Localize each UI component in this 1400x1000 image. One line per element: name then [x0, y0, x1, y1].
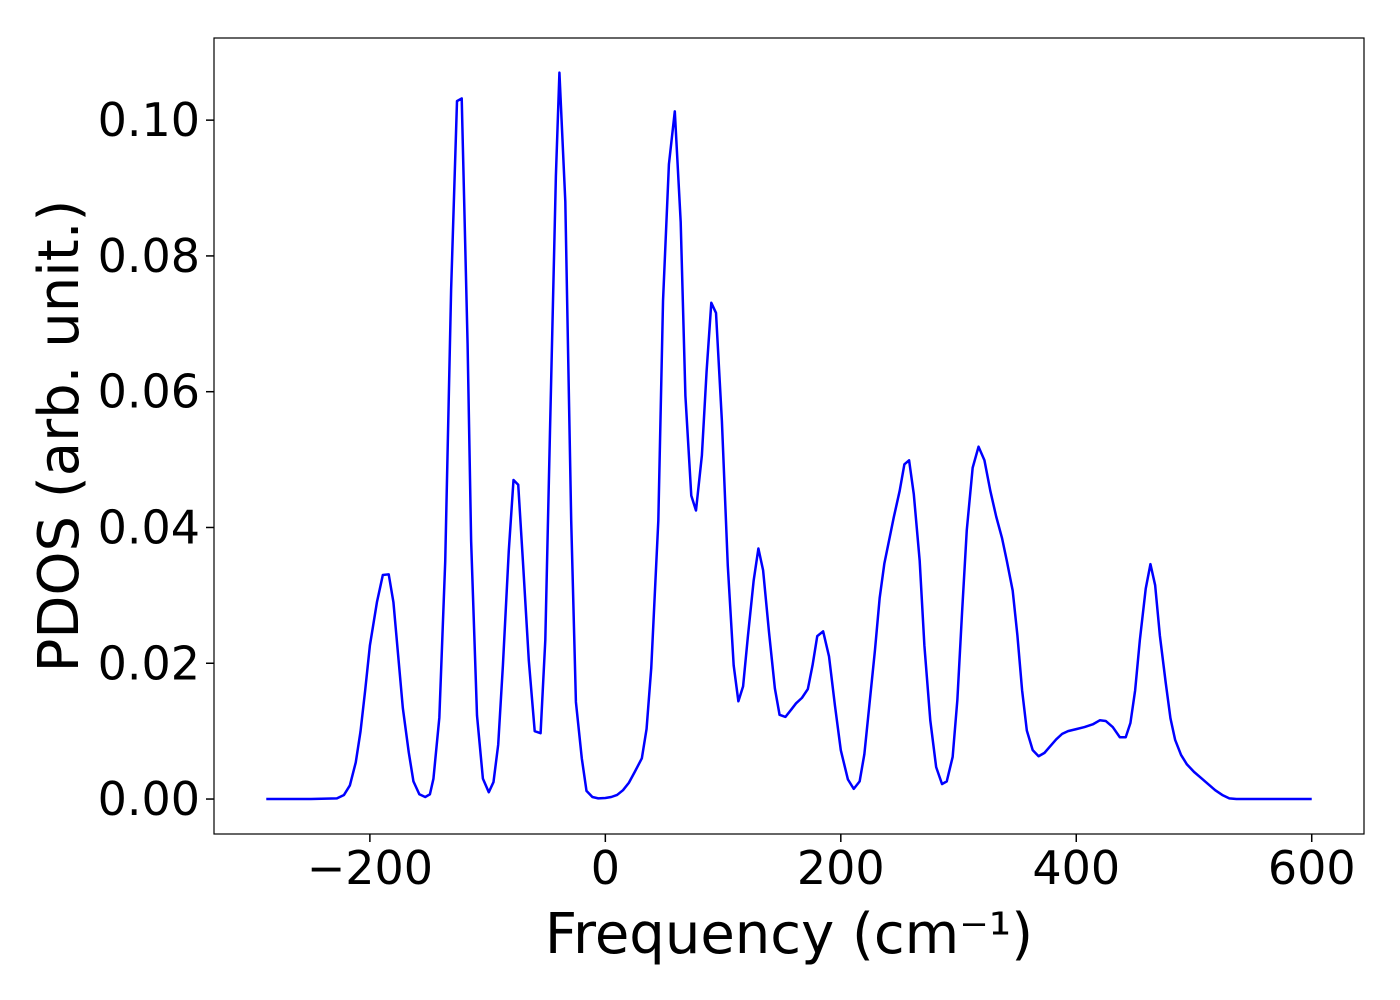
y-tick-label: 0.06 [98, 365, 200, 419]
y-tick-label: 0.02 [98, 636, 200, 690]
data-line [266, 71, 1312, 801]
x-tick-label: −200 [307, 841, 433, 895]
y-tick-label: 0.04 [98, 500, 200, 554]
y-axis-label: PDOS (arb. unit.) [27, 200, 92, 673]
plot-frame [213, 37, 1365, 835]
x-tick-label: 400 [1032, 841, 1120, 895]
y-tick-label: 0.10 [98, 93, 200, 147]
x-tick-label: 200 [797, 841, 885, 895]
y-tick-label: 0.00 [98, 772, 200, 826]
x-tick-label: 600 [1268, 841, 1356, 895]
x-tick-label: 0 [591, 841, 620, 895]
x-axis-label: Frequency (cm⁻¹) [545, 902, 1033, 967]
y-tick-label: 0.08 [98, 229, 200, 283]
